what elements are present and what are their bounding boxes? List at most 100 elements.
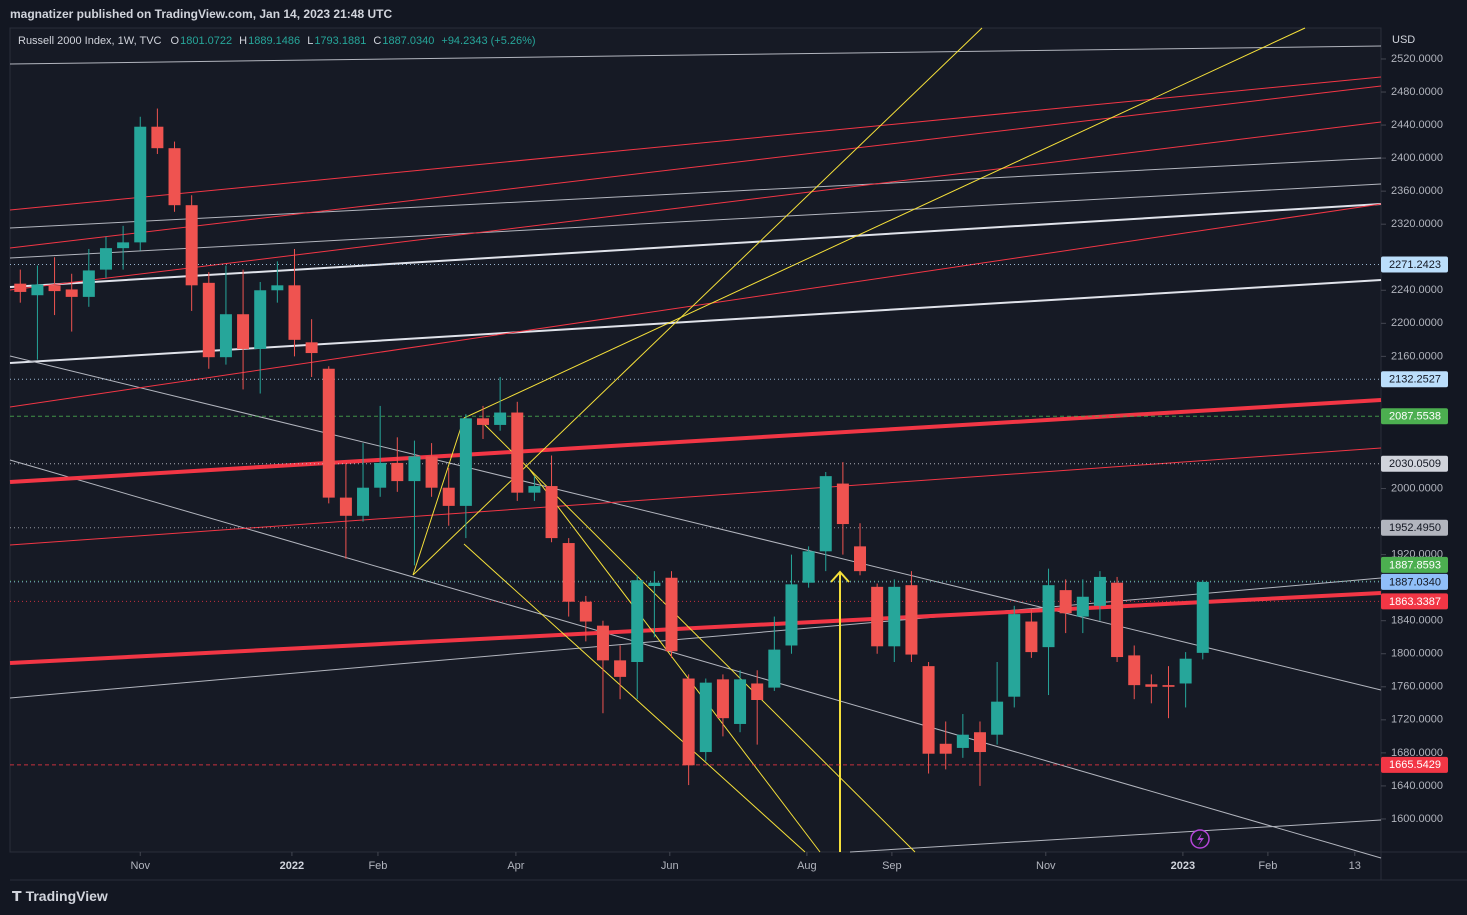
price-tag bbox=[1381, 371, 1448, 388]
candle-body bbox=[1111, 582, 1124, 658]
trend-line bbox=[463, 27, 1306, 419]
candle-body bbox=[14, 283, 27, 292]
candle-body bbox=[357, 487, 370, 516]
candle-body bbox=[48, 285, 61, 292]
candle-body bbox=[905, 585, 918, 655]
brand-logo: 𝗧 bbox=[12, 888, 22, 904]
ohlc-key: C bbox=[373, 35, 382, 47]
candle-body bbox=[734, 679, 747, 724]
trend-line bbox=[9, 447, 1382, 546]
y-tick-label: 1840.0000 bbox=[1391, 615, 1443, 627]
levels bbox=[10, 263, 1381, 766]
ohlc-key: H bbox=[239, 35, 248, 47]
y-tick-label: 2440.0000 bbox=[1391, 119, 1443, 131]
candle-body bbox=[459, 418, 472, 506]
ohlc-key: L bbox=[307, 35, 314, 47]
candle-body bbox=[511, 412, 524, 493]
candle-body bbox=[1042, 585, 1055, 648]
price-tag-label: 2087.5538 bbox=[1389, 411, 1441, 423]
x-tick-label: Feb bbox=[368, 860, 387, 872]
y-tick-label: 1640.0000 bbox=[1391, 780, 1443, 792]
candle-body bbox=[922, 666, 935, 754]
candle-body bbox=[1145, 684, 1158, 687]
candle-body bbox=[699, 682, 712, 753]
price-tag-label: 2132.2527 bbox=[1389, 374, 1441, 386]
candle-body bbox=[476, 418, 489, 425]
ohlc-value: 1889.1486 bbox=[248, 35, 301, 47]
candle-body bbox=[991, 701, 1004, 735]
price-tag bbox=[1381, 455, 1448, 472]
price-tag-label: 1665.5429 bbox=[1389, 759, 1441, 771]
candle-body bbox=[65, 289, 78, 297]
x-tick-label: Sep bbox=[882, 860, 902, 872]
x-tick-label: 2022 bbox=[280, 860, 304, 872]
trend-line bbox=[9, 577, 1382, 699]
price-tag-label: 2271.2423 bbox=[1389, 259, 1441, 271]
trend-line bbox=[9, 355, 1382, 691]
candle-body bbox=[939, 743, 952, 754]
trend-line bbox=[529, 469, 821, 853]
candle-body bbox=[1059, 590, 1072, 614]
trend-line bbox=[9, 85, 1382, 249]
arrow-head bbox=[830, 570, 850, 583]
event-icon-bolt bbox=[1197, 833, 1204, 846]
x-tick-label: Feb bbox=[1258, 860, 1277, 872]
y-tick-label: 2360.0000 bbox=[1391, 185, 1443, 197]
trend-line bbox=[9, 45, 1382, 65]
candle-body bbox=[237, 314, 250, 349]
change-value: +94.2343 (+5.26%) bbox=[441, 35, 536, 47]
candle-body bbox=[1162, 685, 1175, 687]
y-tick-label: 2400.0000 bbox=[1391, 152, 1443, 164]
candle-body bbox=[31, 284, 44, 296]
trend-line bbox=[9, 183, 1382, 259]
candle-body bbox=[854, 546, 867, 572]
x-tick-label: 13 bbox=[1349, 860, 1361, 872]
ohlc-value: 1793.1881 bbox=[314, 35, 367, 47]
candle-body bbox=[1076, 596, 1089, 617]
candle-body bbox=[1008, 614, 1021, 697]
candle-body bbox=[339, 497, 352, 516]
trend-line bbox=[9, 203, 1382, 288]
candle-body bbox=[408, 456, 421, 482]
trend-line bbox=[463, 543, 806, 853]
x-tick-label: Nov bbox=[130, 860, 150, 872]
candle-body bbox=[134, 126, 147, 243]
y-tick-label: 1800.0000 bbox=[1391, 648, 1443, 660]
candle-body bbox=[768, 649, 781, 688]
candle-body bbox=[716, 679, 729, 719]
price-tag-label: 1863.3387 bbox=[1389, 596, 1441, 608]
candle-body bbox=[117, 242, 130, 249]
candle-body bbox=[751, 683, 764, 701]
y-tick-label: 1680.0000 bbox=[1391, 747, 1443, 759]
candle-body bbox=[665, 577, 678, 652]
candle-body bbox=[545, 486, 558, 539]
candle-body bbox=[305, 342, 318, 354]
candle-body bbox=[442, 487, 455, 506]
candle-body bbox=[819, 476, 832, 552]
legend: Russell 2000 Index, 1W, TVC O1801.0722 H… bbox=[18, 35, 540, 47]
candles bbox=[14, 108, 1209, 786]
price-tag bbox=[1381, 408, 1448, 425]
price-tag-label: 1887.0340 bbox=[1389, 576, 1441, 588]
price-tag-label: 1887.8593 bbox=[1389, 559, 1441, 571]
candle-body bbox=[648, 582, 661, 587]
candle-body bbox=[494, 412, 507, 425]
x-tick-label: Apr bbox=[507, 860, 524, 872]
y-tick-label: 1720.0000 bbox=[1391, 714, 1443, 726]
candle-body bbox=[202, 282, 215, 358]
y-tick-label: 2480.0000 bbox=[1391, 86, 1443, 98]
trend-line bbox=[9, 157, 1382, 229]
candle-body bbox=[168, 148, 181, 206]
candle-body bbox=[151, 126, 164, 149]
candle-body bbox=[682, 678, 695, 766]
price-tag bbox=[1381, 593, 1448, 610]
x-tick-label: Aug bbox=[797, 860, 817, 872]
brand-name: TradingView bbox=[25, 888, 108, 904]
candle-body bbox=[99, 248, 112, 270]
price-tag bbox=[1381, 573, 1448, 590]
ohlc-key: O bbox=[170, 35, 180, 47]
currency-label: USD bbox=[1392, 34, 1415, 46]
candle-body bbox=[1128, 655, 1141, 686]
